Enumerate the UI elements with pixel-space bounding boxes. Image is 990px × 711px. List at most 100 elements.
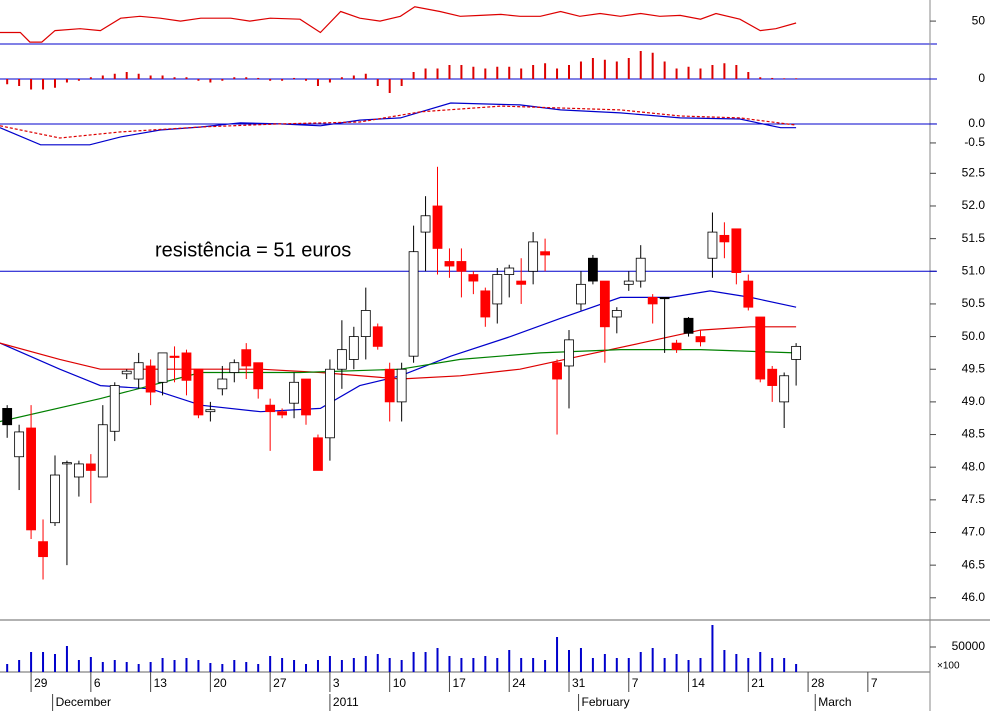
candle-body [576,283,586,305]
bar [735,65,738,79]
candle-body [289,381,299,404]
bar [352,75,355,79]
bar [759,77,762,79]
bar [424,652,427,672]
candle-body [38,541,48,558]
candle-body [647,297,658,305]
x-tick-label: 31 [572,676,586,690]
candle-body [516,280,527,285]
line-series [0,105,797,139]
bar [579,648,582,672]
bar [591,658,594,672]
bar [65,79,68,83]
unit-label: ×100 [937,661,960,672]
bar [520,68,523,79]
bar [316,660,319,672]
bar [615,658,618,672]
bar [197,660,200,672]
bar [376,79,379,86]
bar [472,66,475,79]
bar [711,65,714,79]
bar [783,658,786,672]
candle-body [181,352,192,381]
bar [269,656,272,672]
bar [281,658,284,672]
bar [771,658,774,672]
candle-body [468,274,479,282]
bar [532,658,535,672]
candle-body [2,408,13,426]
bar [412,652,415,672]
candle-body [767,368,778,386]
candle-body [731,228,742,273]
bar [18,660,21,672]
bar [161,658,164,672]
bar [42,79,45,90]
candle-body [420,215,431,233]
candle-body [97,424,108,478]
bar [149,75,152,79]
bar [567,65,570,79]
candle-body [372,326,383,347]
candle-body [552,362,562,380]
candle-body [145,365,156,393]
x-tick-label: 7 [871,676,878,690]
candle-body [205,409,216,413]
bar [567,650,570,672]
bar [460,65,463,79]
candle-body [707,231,718,259]
candle-body [564,339,574,367]
bar [400,660,403,672]
bar [245,662,248,672]
bar [747,72,750,79]
bar [209,663,212,672]
candle-body [253,362,264,390]
bar [639,652,642,672]
candle-body [50,474,60,524]
x-tick-label: 10 [393,676,407,690]
bar [520,658,523,672]
bar [508,650,511,672]
line-series [0,102,797,146]
candle-body [683,317,694,334]
y-tick-label: 51.5 [962,231,986,245]
bar [759,652,762,672]
bar [508,66,511,79]
bar [185,658,188,672]
bar [269,79,272,81]
bar [651,648,654,672]
bar [340,660,343,672]
candle-body [157,352,168,383]
y-tick-label: -0.5 [964,135,985,149]
bar [615,61,618,79]
y-tick-label: 52.0 [962,198,986,212]
bar [639,51,642,79]
candle-body [599,280,610,328]
x-tick-label: 28 [811,676,825,690]
bar [496,658,499,672]
y-tick-label: 51.0 [962,263,986,277]
candle-body [14,431,25,458]
month-label: March [818,695,851,709]
bar [113,660,116,672]
bar [687,66,690,79]
x-tick-label: 17 [452,676,466,690]
y-tick-label: 50.0 [962,329,986,343]
bar [771,77,774,79]
y-tick-label: 47.5 [962,492,986,506]
bar [556,637,559,672]
line-series [0,6,797,43]
bar [627,58,630,79]
bar [101,662,104,672]
candle-body [85,463,96,471]
bar [221,664,224,672]
bar [448,656,451,672]
bar [603,59,606,79]
bar [42,652,45,672]
bar [735,654,738,672]
bar [30,79,33,90]
bar [603,654,606,672]
bar [77,79,80,81]
